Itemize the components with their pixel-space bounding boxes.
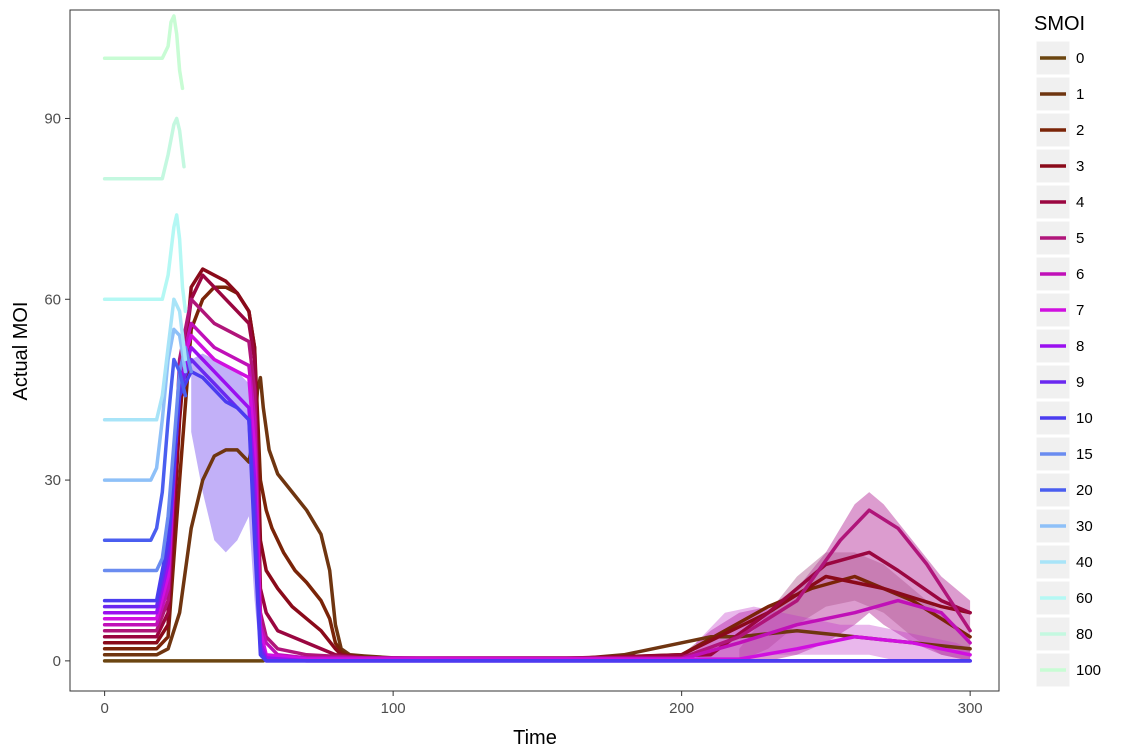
x-axis-title: Time [513, 727, 557, 749]
legend-label: 15 [1076, 446, 1093, 463]
legend-label: 7 [1076, 302, 1084, 319]
x-tick-label-200: 200 [669, 700, 694, 717]
series-line-smoi-10 [102, 369, 972, 663]
y-tick-label-60: 60 [44, 291, 61, 308]
ribbon-smoi-8 [191, 353, 261, 661]
legend-item-10: 10 [1035, 400, 1093, 436]
series-line-smoi-100 [102, 14, 185, 91]
series-line-smoi-30 [102, 327, 188, 482]
ribbon-smoi-4 [739, 552, 971, 661]
legend-label: 1 [1076, 86, 1084, 103]
legend-label: 40 [1076, 554, 1093, 571]
legend-item-100: 100 [1035, 652, 1101, 688]
legend-item-1: 1 [1035, 76, 1084, 112]
legend-label: 100 [1076, 662, 1101, 679]
legend-item-6: 6 [1035, 256, 1084, 292]
legend-label: 2 [1076, 122, 1084, 139]
legend-label: 9 [1076, 374, 1084, 391]
legend-item-60: 60 [1035, 580, 1093, 616]
legend-item-15: 15 [1035, 436, 1093, 472]
legend-title: SMOI [1034, 13, 1085, 35]
legend-label: 5 [1076, 230, 1084, 247]
y-tick-label-30: 30 [44, 472, 61, 489]
x-tick-label-100: 100 [381, 700, 406, 717]
legend-item-5: 5 [1035, 220, 1084, 256]
legend-label: 8 [1076, 338, 1084, 355]
y-tick-label-0: 0 [53, 653, 61, 670]
legend-label: 10 [1076, 410, 1093, 427]
legend-item-0: 0 [1035, 40, 1084, 76]
legend-label: 0 [1076, 50, 1084, 67]
legend: 0 1 2 3 4 5 6 7 8 9 10 15 20 30 40 60 80 100 [1035, 40, 1101, 688]
series-line-smoi-3 [102, 267, 972, 661]
series-line-smoi-60 [102, 213, 188, 314]
y-axis-title: Actual MOI [10, 302, 32, 401]
series-line-smoi-80 [102, 116, 186, 181]
legend-label: 30 [1076, 518, 1093, 535]
legend-item-7: 7 [1035, 292, 1084, 328]
x-tick-label-0: 0 [100, 700, 108, 717]
legend-item-30: 30 [1035, 508, 1093, 544]
y-tick-label-90: 90 [44, 110, 61, 127]
series-layer [102, 14, 972, 663]
legend-label: 6 [1076, 266, 1084, 283]
series-line-smoi-20 [102, 357, 188, 543]
legend-label: 20 [1076, 482, 1093, 499]
legend-item-2: 2 [1035, 112, 1084, 148]
legend-item-80: 80 [1035, 616, 1093, 652]
x-tick-label-300: 300 [958, 700, 983, 717]
legend-item-40: 40 [1035, 544, 1093, 580]
series-line-smoi-40 [102, 297, 188, 422]
legend-label: 4 [1076, 194, 1084, 211]
axes-layer: 0 100 200 300 0 30 60 90 [44, 110, 982, 717]
legend-item-9: 9 [1035, 364, 1084, 400]
legend-label: 60 [1076, 590, 1093, 607]
series-line-smoi-1 [102, 375, 972, 662]
legend-item-20: 20 [1035, 472, 1093, 508]
legend-item-8: 8 [1035, 328, 1084, 364]
legend-item-3: 3 [1035, 148, 1084, 184]
legend-item-4: 4 [1035, 184, 1084, 220]
legend-label: 80 [1076, 626, 1093, 643]
legend-label: 3 [1076, 158, 1084, 175]
series-line-smoi-5 [102, 297, 972, 660]
